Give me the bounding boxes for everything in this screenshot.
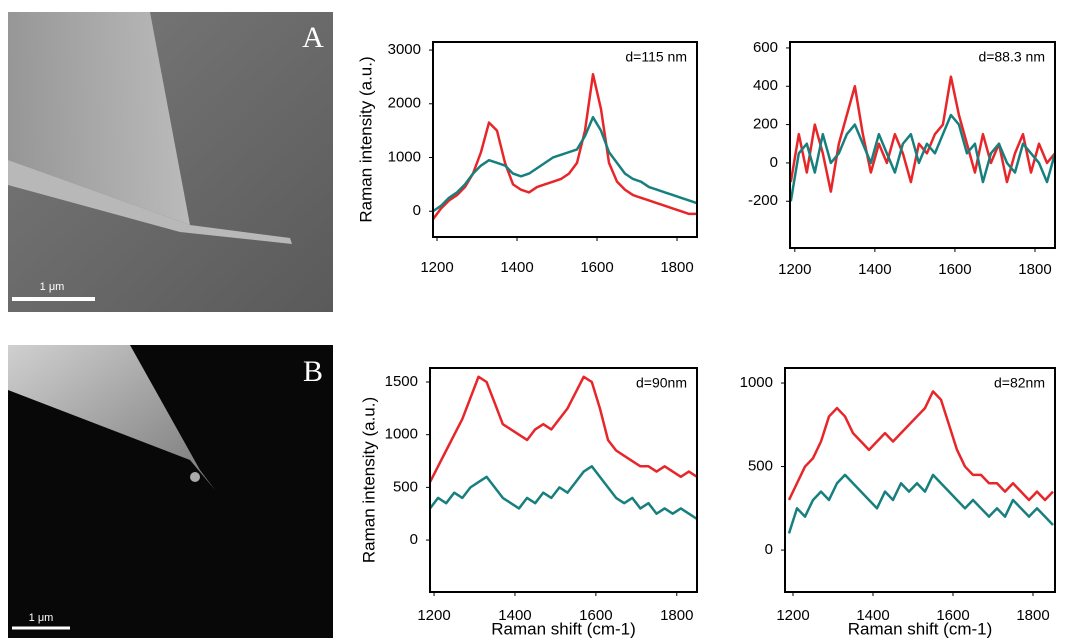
x-tick-label: 1800 [1016,607,1049,624]
spectrum-line [790,113,1055,202]
x-tick-label: 1600 [938,261,971,278]
y-tick-label: -200 [748,192,778,209]
scale-bar-label: 1 μm [29,612,54,624]
plot-area [790,75,1055,202]
y-axis-label: Raman intensity (a.u.) [356,56,375,222]
spectrum-line [430,375,697,483]
annotation: d=82nm [994,375,1045,391]
scale-bar-label: 1 μm [40,281,65,293]
x-tick-label: 1800 [660,259,693,276]
x-tick-label: 1200 [776,607,809,624]
x-tick-label: 1600 [936,607,969,624]
plot-frame [789,41,1056,249]
y-tick-label: 500 [393,478,418,495]
spectrum-line [433,72,697,221]
y-axis-label: Raman intensity (a.u.) [359,397,378,563]
y-tick-label: 200 [753,116,778,133]
plot-frame [784,367,1056,593]
sem-image-b: 1 μm B [8,345,333,638]
sem-image-a: 1 μm A [8,12,333,312]
y-tick-label: 500 [748,458,773,475]
x-tick-label: 1400 [858,261,891,278]
x-tick-label: 1600 [580,259,613,276]
y-tick-label: 0 [413,202,421,219]
plot-area [433,72,697,221]
x-tick-label: 1600 [579,607,612,624]
x-tick-label: 1400 [498,607,531,624]
x-tick-label: 1400 [500,259,533,276]
y-tick-label: 600 [753,39,778,56]
y-tick-label: 0 [770,154,778,171]
y-tick-label: 1500 [385,373,418,390]
spectrum-line [787,390,1054,502]
x-tick-label: 1200 [417,607,450,624]
plot-frame [432,41,698,238]
x-tick-label: 1200 [778,261,811,278]
x-tick-label: 1400 [856,607,889,624]
annotation: d=90nm [636,375,687,391]
y-tick-label: 1000 [740,374,773,391]
annotation: d=115 nm [625,49,687,65]
y-tick-label: 400 [753,77,778,94]
spectrum-line [433,115,697,213]
y-tick-label: 2000 [388,95,421,112]
plot-area [430,375,697,521]
x-tick-label: 1200 [420,259,453,276]
annotation: d=88.3 nm [978,49,1045,65]
x-axis-label: Raman shift (cm-1) [491,619,636,638]
spectrum-line [787,473,1054,534]
panel-label: B [303,355,323,388]
y-tick-label: 0 [410,531,418,548]
y-tick-label: 1000 [388,148,421,165]
x-tick-label: 1800 [660,607,693,624]
x-axis-label: Raman shift (cm-1) [848,619,993,638]
y-tick-label: 1000 [385,426,418,443]
spectrum-line [790,75,1055,193]
x-tick-label: 1800 [1018,261,1051,278]
y-tick-label: 0 [765,541,773,558]
y-tick-label: 3000 [388,41,421,58]
spectrum-line [430,465,697,521]
plot-area [787,390,1054,534]
panel-label: A [302,21,324,54]
plot-frame [429,367,698,593]
